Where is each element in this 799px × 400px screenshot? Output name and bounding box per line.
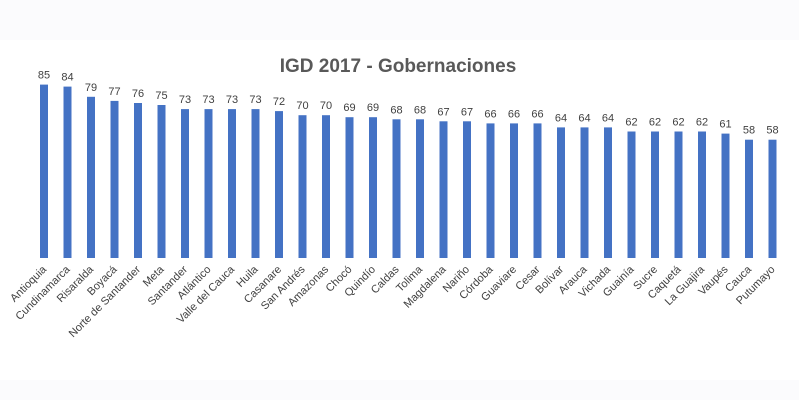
bar-31 xyxy=(768,139,777,258)
bar-7 xyxy=(204,109,213,258)
bar-2 xyxy=(87,96,95,258)
value-label-2: 79 xyxy=(85,82,97,94)
bar-17 xyxy=(439,121,448,258)
bars-group xyxy=(40,84,777,259)
value-label-25: 62 xyxy=(625,117,637,129)
value-label-0: 85 xyxy=(38,70,50,82)
bar-10 xyxy=(275,111,283,258)
bar-5 xyxy=(157,105,166,258)
bar-16 xyxy=(416,119,424,258)
bar-19 xyxy=(486,123,495,259)
category-labels-group: AntioquiaCundinamarcaRisaraldaBoyacáNort… xyxy=(8,263,777,340)
bar-18 xyxy=(463,121,471,258)
value-label-23: 64 xyxy=(578,112,590,124)
bar-6 xyxy=(181,109,189,258)
bar-9 xyxy=(251,109,260,258)
value-label-13: 69 xyxy=(343,102,355,114)
chart-title: IGD 2017 - Gobernaciones xyxy=(280,56,517,77)
value-label-8: 73 xyxy=(226,94,238,106)
value-label-1: 84 xyxy=(61,72,73,84)
bar-26 xyxy=(651,131,659,258)
value-label-20: 66 xyxy=(508,108,520,120)
bar-20 xyxy=(510,123,518,259)
value-label-30: 58 xyxy=(743,125,755,137)
value-label-5: 75 xyxy=(155,90,167,102)
bar-14 xyxy=(369,117,377,258)
value-label-21: 66 xyxy=(531,108,543,120)
bar-4 xyxy=(134,103,142,258)
bar-0 xyxy=(40,84,48,258)
bar-1 xyxy=(63,86,72,258)
value-label-9: 73 xyxy=(249,94,261,106)
value-label-17: 67 xyxy=(437,106,449,118)
value-label-26: 62 xyxy=(649,117,661,129)
value-label-15: 68 xyxy=(390,104,402,116)
bar-22 xyxy=(557,127,565,259)
value-label-12: 70 xyxy=(320,100,332,112)
value-label-24: 64 xyxy=(602,112,614,124)
value-label-4: 76 xyxy=(132,88,144,100)
bar-25 xyxy=(627,131,636,258)
bar-27 xyxy=(674,131,683,258)
value-label-19: 66 xyxy=(484,108,496,120)
value-label-28: 62 xyxy=(696,117,708,129)
value-label-16: 68 xyxy=(414,104,426,116)
value-label-10: 72 xyxy=(273,96,285,108)
bar-28 xyxy=(698,131,706,258)
value-label-29: 61 xyxy=(719,119,731,131)
value-label-22: 64 xyxy=(555,112,567,124)
bar-13 xyxy=(345,117,354,258)
value-label-31: 58 xyxy=(766,125,778,137)
bar-11 xyxy=(298,115,307,258)
bar-15 xyxy=(392,119,401,258)
bar-21 xyxy=(533,123,542,259)
value-label-14: 69 xyxy=(367,102,379,114)
bar-24 xyxy=(604,127,612,259)
value-label-11: 70 xyxy=(296,100,308,112)
bar-30 xyxy=(745,139,753,258)
value-label-7: 73 xyxy=(202,94,214,106)
value-labels-group: 85 84 79 77 76 75 73 73 73 73 72 70 70 69 69 68 68 67 67 66… xyxy=(38,70,779,137)
bar-29 xyxy=(721,133,730,258)
bar-8 xyxy=(228,109,236,258)
value-label-18: 67 xyxy=(461,106,473,118)
value-label-3: 77 xyxy=(108,86,120,98)
value-label-6: 73 xyxy=(179,94,191,106)
bar-23 xyxy=(580,127,589,259)
bar-12 xyxy=(322,115,330,258)
value-label-27: 62 xyxy=(672,117,684,129)
bar-3 xyxy=(110,100,119,259)
